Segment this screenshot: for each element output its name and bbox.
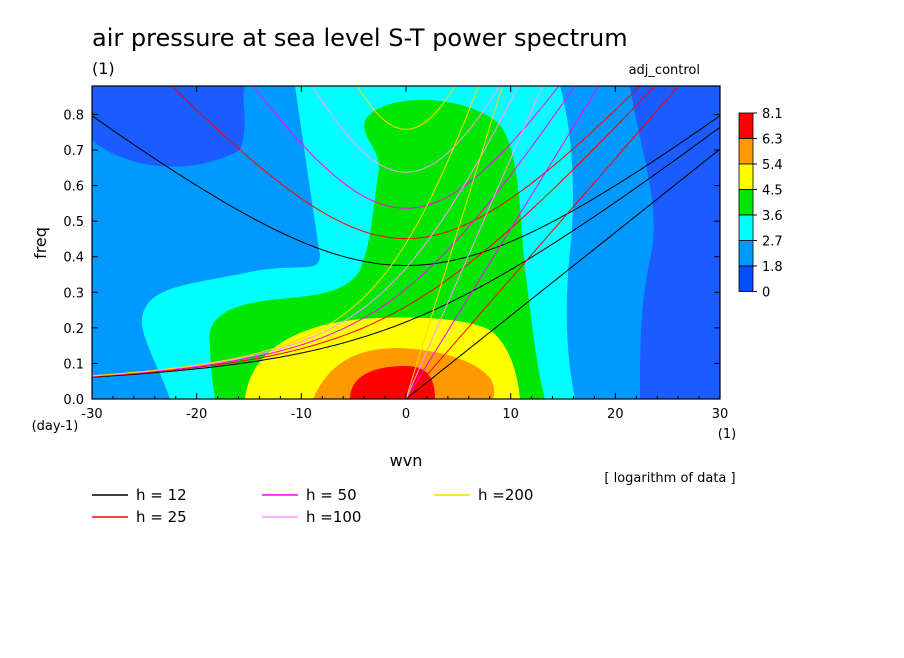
colorbar-swatch <box>738 138 754 165</box>
title-unit: (1) <box>92 59 115 78</box>
y-tick-label: 0.7 <box>63 144 84 159</box>
dispersion-curve-mrg <box>92 86 519 377</box>
dispersion-curve-mrg <box>92 86 480 377</box>
y-tick-label: 0.1 <box>63 357 84 372</box>
dispersion-curve-kelvin <box>405 86 680 399</box>
contour-field <box>92 86 720 399</box>
dispersion-curve-kelvin <box>405 86 600 399</box>
colorbar-label: 0 <box>762 286 770 301</box>
dispersion-curve-ig <box>252 86 560 209</box>
dispersion-curve-kelvin <box>405 86 543 399</box>
colorbar-label: 5.4 <box>762 158 783 173</box>
chart-title: air pressure at sea level S-T power spec… <box>92 24 628 52</box>
dispersion-curve-ig <box>311 86 501 173</box>
colorbar-swatch <box>738 240 754 267</box>
x-tick-label: -10 <box>291 407 312 422</box>
colorbar-label: 1.8 <box>762 260 783 275</box>
y-tick-label: 0.0 <box>63 393 84 408</box>
colorbar-swatch <box>738 163 754 190</box>
y-axis-label: freq <box>31 227 50 259</box>
legend-label: h =100 <box>306 508 361 526</box>
curve-legend: h = 12 h = 25 h = 50 h =100 h =200 <box>92 486 533 526</box>
dispersion-curve-kelvin <box>405 86 503 399</box>
dispersion-curve-mrg <box>92 86 576 377</box>
dispersion-curve-kelvin <box>405 148 720 399</box>
y-axis-unit: (day-1) <box>32 419 79 434</box>
x-tick-label: -20 <box>186 407 207 422</box>
y-tick-label: 0.5 <box>63 215 84 230</box>
dispersion-curve-ig <box>92 115 720 266</box>
dispersion-curve-mrg <box>92 86 656 378</box>
colorbar-label: 6.3 <box>762 133 783 148</box>
legend-label: h = 25 <box>136 508 187 526</box>
legend-label: h =200 <box>478 486 533 504</box>
colorbar-swatch <box>738 189 754 216</box>
colorbar-label: 4.5 <box>762 184 783 199</box>
dispersion-curve-ig <box>356 86 456 130</box>
x-tick-label: 30 <box>712 407 729 422</box>
x-axis-label: wvn <box>390 451 423 470</box>
x-tick-label: 10 <box>502 407 519 422</box>
axes: -30 -20 -10 0 10 20 30 0.0 0.1 0.2 0.3 0.4 0.5 0.6 0.7… <box>63 86 728 422</box>
dispersion-curves <box>92 86 720 399</box>
legend-label: h = 12 <box>136 486 187 504</box>
colorbar-label: 8.1 <box>762 107 783 122</box>
dispersion-curve-ig <box>171 86 641 240</box>
log-note: [ logarithm of data ] <box>604 471 735 486</box>
y-tick-label: 0.3 <box>63 286 84 301</box>
x-tick-label: -30 <box>81 407 102 422</box>
x-tick-label: 20 <box>607 407 624 422</box>
colorbar-label: 2.7 <box>762 235 783 250</box>
colorbar-label: 3.6 <box>762 209 783 224</box>
x-tick-label: 0 <box>402 407 410 422</box>
dispersion-curve-mrg <box>92 126 720 378</box>
y-tick-label: 0.2 <box>63 322 84 337</box>
colorbar-swatch <box>738 112 754 139</box>
y-tick-label: 0.4 <box>63 251 84 266</box>
colorbar-swatch <box>738 265 754 292</box>
y-tick-label: 0.6 <box>63 180 84 195</box>
legend-label: h = 50 <box>306 486 357 504</box>
y-tick-label: 0.8 <box>63 108 84 123</box>
colorbar: 8.1 6.3 5.4 4.5 3.6 2.7 1.8 0 <box>738 107 783 301</box>
run-name: adj_control <box>629 63 700 78</box>
x-axis-unit: (1) <box>718 427 736 442</box>
colorbar-swatch <box>738 214 754 241</box>
